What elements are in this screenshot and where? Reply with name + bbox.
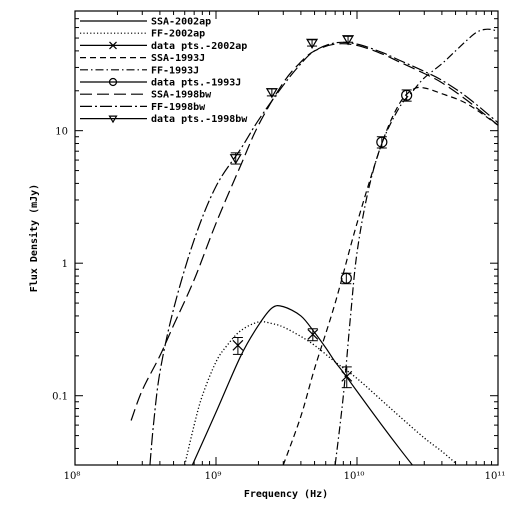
legend-label: SSA-1998bw <box>151 90 212 101</box>
plot-frame <box>74 10 499 466</box>
data-point <box>340 272 352 285</box>
data-point <box>307 328 319 342</box>
legend-label: data pts.-1998bw <box>151 114 248 125</box>
legend-item: data pts.-1998bw <box>80 114 248 125</box>
series-line <box>184 320 456 465</box>
series-line <box>130 43 498 421</box>
data-point <box>376 136 388 149</box>
legend-item: data pts.-1993J <box>80 78 241 89</box>
legend-label: data pts.-1993J <box>151 78 241 89</box>
series-line <box>282 86 498 465</box>
legend-item: SSA-1993J <box>80 53 205 64</box>
y-tick-label: 1 <box>62 259 68 270</box>
y-tick-label: 10 <box>55 127 68 138</box>
legend-item: data pts.-2002ap <box>80 41 247 52</box>
x-tick-label: 10¹⁰ <box>344 471 365 482</box>
data-point <box>265 88 278 99</box>
legend-item: FF-1993J <box>80 65 199 76</box>
legend-label: SSA-2002ap <box>151 17 211 28</box>
data-point <box>306 38 319 50</box>
data-point <box>229 152 242 165</box>
legend-label: FF-2002ap <box>151 29 205 40</box>
legend-item: FF-2002ap <box>80 29 205 40</box>
data-point <box>341 366 353 389</box>
data-point <box>232 336 244 355</box>
legend-item: SSA-1998bw <box>80 90 212 101</box>
x-tick-label: 10¹¹ <box>485 471 506 482</box>
y-axis-title: Flux Density (mJy) <box>28 184 40 292</box>
axis-ticks: 10⁸ 10⁹ 10¹⁰ 10¹¹ 0.1 1 10 <box>52 10 506 482</box>
x-tick-label: 10⁹ <box>205 471 222 482</box>
legend-label: FF-1998bw <box>151 102 206 113</box>
y-tick-label: 0.1 <box>52 392 68 403</box>
legend-label: FF-1993J <box>151 65 199 76</box>
series-line <box>334 28 498 465</box>
legend-marker <box>108 77 118 87</box>
legend-marker <box>108 115 118 124</box>
data-points-layer <box>229 35 413 389</box>
legend-marker <box>109 41 117 50</box>
legend-label: data pts.-2002ap <box>151 41 247 52</box>
legend-label: SSA-1993J <box>151 53 205 64</box>
series-line <box>191 304 414 465</box>
data-point <box>401 89 413 102</box>
legend-item: FF-1998bw <box>80 102 206 113</box>
data-point <box>341 35 355 46</box>
x-axis-title: Frequency (Hz) <box>244 489 328 500</box>
x-tick-label: 10⁸ <box>64 471 81 482</box>
legend-item: SSA-2002ap <box>80 17 211 28</box>
